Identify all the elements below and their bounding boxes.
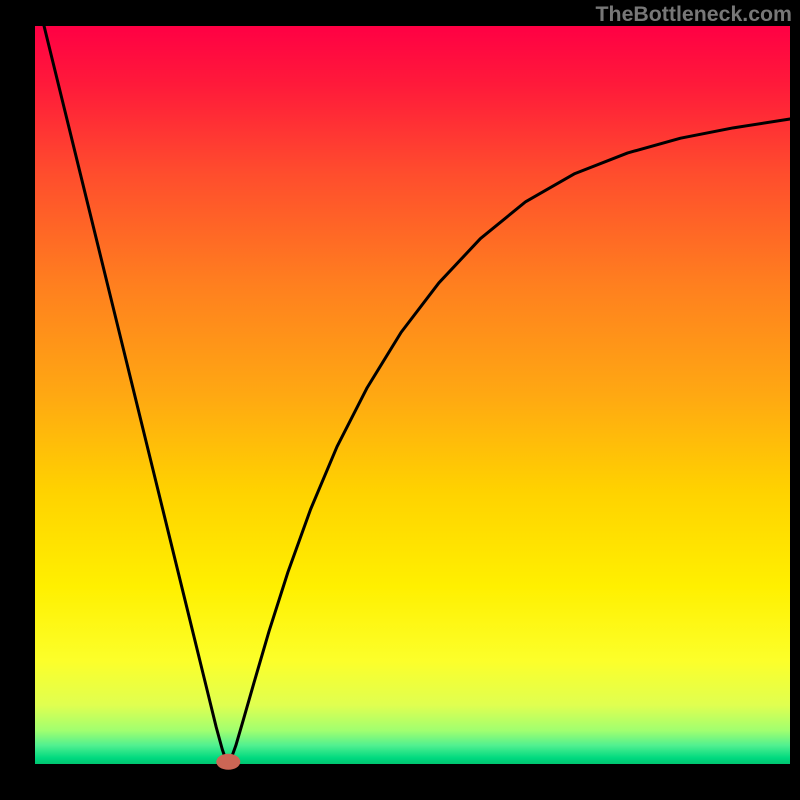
chart-container: TheBottleneck.com bbox=[0, 0, 800, 800]
frame-right bbox=[790, 0, 800, 800]
watermark-text: TheBottleneck.com bbox=[596, 2, 792, 27]
plot-background bbox=[35, 26, 790, 764]
bottleneck-chart bbox=[0, 0, 800, 800]
frame-bottom bbox=[0, 790, 800, 800]
frame-left bbox=[0, 0, 35, 800]
minimum-marker bbox=[216, 754, 240, 770]
